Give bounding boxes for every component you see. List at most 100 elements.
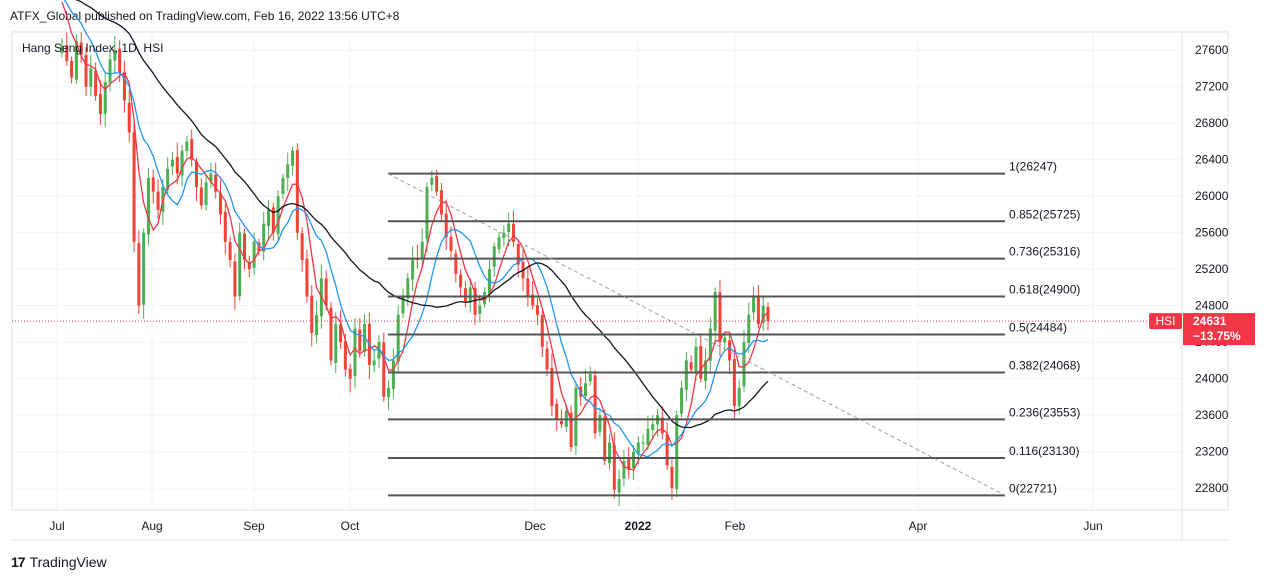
candle-body[interactable] [531,294,535,306]
candle-body[interactable] [74,41,78,80]
candle-body[interactable] [185,141,189,151]
candle-body[interactable] [175,157,179,174]
candle-body[interactable] [151,177,155,192]
candle-body[interactable] [723,337,727,343]
candle-body[interactable] [665,434,669,466]
candle-body[interactable] [396,314,400,362]
candle-body[interactable] [694,346,698,373]
candle-body[interactable] [377,342,381,359]
candle-body[interactable] [478,305,482,314]
candle-body[interactable] [218,193,222,215]
candle-body[interactable] [627,458,631,470]
candle-body[interactable] [598,415,602,432]
candle-body[interactable] [747,314,751,344]
candle-body[interactable] [526,278,530,297]
candle-body[interactable] [146,177,150,235]
candle-body[interactable] [122,72,126,101]
candle-body[interactable] [358,329,362,352]
candle-body[interactable] [295,150,299,233]
candle-body[interactable] [670,466,674,489]
candle-body[interactable] [732,358,736,407]
candle-body[interactable] [468,287,472,303]
candle-body[interactable] [718,292,722,343]
candle-body[interactable] [435,175,439,192]
candle-body[interactable] [511,223,515,242]
candle-body[interactable] [420,241,424,259]
candle-body[interactable] [737,387,741,407]
candle-body[interactable] [209,173,213,182]
candle-body[interactable] [243,233,247,261]
candle-body[interactable] [574,387,578,446]
candle-body[interactable] [363,323,367,352]
candle-body[interactable] [223,211,227,242]
candle-body[interactable] [137,243,141,306]
candle-body[interactable] [742,342,746,387]
candle-body[interactable] [540,314,544,347]
candle-body[interactable] [516,244,520,265]
candle-body[interactable] [473,288,477,315]
candle-body[interactable] [199,187,203,206]
candle-body[interactable] [550,367,554,407]
candle-body[interactable] [680,387,684,414]
candle-body[interactable] [170,159,174,167]
candle-body[interactable] [608,442,612,464]
candle-body[interactable] [60,45,64,53]
candle-body[interactable] [588,374,592,382]
candle-body[interactable] [463,288,467,302]
candle-body[interactable] [113,50,117,61]
candle-body[interactable] [728,340,732,361]
candle-body[interactable] [89,68,93,87]
candle-body[interactable] [459,274,463,288]
plot-area[interactable]: 1(26247) 0.852(25725) 0.736(25316) 0.618(24… [12,0,1182,506]
candle-body[interactable] [70,60,74,78]
candle-body[interactable] [555,403,559,420]
candle-body[interactable] [353,328,357,377]
trend-line[interactable] [387,173,1006,496]
candle-body[interactable] [632,451,636,468]
candle-body[interactable] [286,164,290,179]
candle-body[interactable] [300,233,304,261]
candle-body[interactable] [98,93,102,115]
candle-body[interactable] [108,59,112,83]
candle-body[interactable] [142,232,146,305]
candle-body[interactable] [569,412,573,448]
candle-body[interactable] [430,177,434,185]
candle-body[interactable] [214,174,218,192]
candle-body[interactable] [305,258,309,297]
candle-body[interactable] [233,261,237,297]
candle-body[interactable] [622,460,626,479]
candle-body[interactable] [84,55,88,87]
candle-body[interactable] [704,360,708,381]
candle-body[interactable] [411,260,415,280]
candle-body[interactable] [324,278,328,306]
candle-body[interactable] [559,420,563,425]
candle-body[interactable] [257,242,261,251]
candle-body[interactable] [646,428,650,445]
candle-body[interactable] [65,45,69,62]
candle-body[interactable] [675,415,679,490]
candle-body[interactable] [761,305,765,324]
candle-body[interactable] [190,138,194,160]
candle-body[interactable] [194,161,198,188]
candle-body[interactable] [617,478,621,493]
candle-body[interactable] [660,417,664,434]
candle-body[interactable] [593,375,597,434]
candle-body[interactable] [94,70,98,96]
candle-body[interactable] [180,150,184,176]
candle-body[interactable] [262,223,266,252]
candle-body[interactable] [641,442,645,444]
candle-body[interactable] [156,191,160,210]
candle-body[interactable] [545,348,549,370]
candle-body[interactable] [118,48,122,74]
candle-body[interactable] [449,236,453,251]
candle-body[interactable] [425,187,429,240]
candle-body[interactable] [372,360,376,366]
candle-body[interactable] [252,241,256,268]
candle-body[interactable] [228,242,232,261]
candle-body[interactable] [271,207,275,233]
candle-body[interactable] [492,246,496,267]
candle-body[interactable] [387,387,391,398]
candle-body[interactable] [583,383,587,397]
candle-body[interactable] [699,346,703,379]
candle-body[interactable] [444,213,448,238]
